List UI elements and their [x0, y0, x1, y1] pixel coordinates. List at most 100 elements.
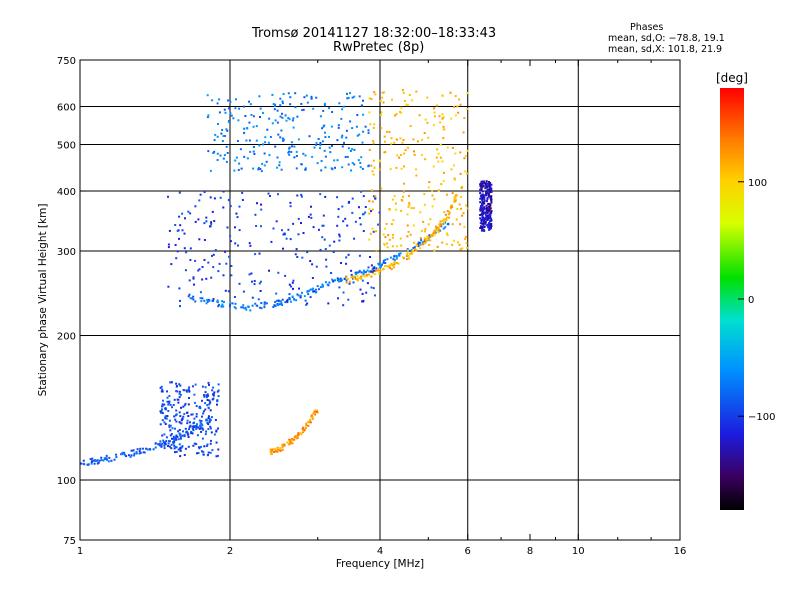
- echo-point: [182, 389, 185, 391]
- echo-point: [194, 401, 196, 404]
- echo-point: [152, 448, 155, 451]
- echo-point: [348, 282, 351, 285]
- echo-point: [464, 170, 467, 173]
- echo-point: [344, 217, 347, 220]
- echo-point: [259, 168, 262, 170]
- echo-point: [258, 252, 261, 255]
- echo-point: [410, 251, 413, 254]
- echo-point: [399, 252, 402, 255]
- echo-point: [424, 238, 427, 241]
- echo-point: [167, 246, 170, 249]
- echo-point: [283, 233, 286, 236]
- echo-point: [110, 459, 113, 462]
- echo-point: [106, 458, 108, 461]
- echo-point: [167, 195, 169, 198]
- colorbar-tick-label: −100: [748, 412, 775, 423]
- echo-point: [278, 161, 281, 164]
- echo-point: [277, 193, 279, 196]
- echo-point: [379, 266, 382, 269]
- echo-point: [376, 269, 379, 272]
- echo-point: [185, 389, 188, 392]
- echo-point: [310, 97, 313, 100]
- echo-point: [442, 125, 445, 128]
- echo-point: [330, 125, 333, 128]
- echo-point: [373, 269, 376, 272]
- echo-point: [235, 212, 238, 215]
- echo-point: [372, 230, 375, 233]
- echo-point: [377, 223, 379, 226]
- echo-point: [218, 303, 220, 306]
- echo-point: [319, 144, 322, 147]
- echo-point: [342, 291, 345, 294]
- echo-point: [271, 93, 274, 96]
- echo-point: [217, 270, 220, 273]
- echo-point: [258, 282, 261, 285]
- echo-point: [361, 213, 364, 216]
- x-tick-label: 2: [227, 546, 233, 557]
- echo-point: [465, 242, 468, 245]
- echo-point: [324, 281, 327, 284]
- echo-point: [302, 108, 305, 111]
- echo-point: [138, 450, 141, 452]
- echo-point: [459, 172, 462, 175]
- echo-point: [364, 125, 367, 128]
- echo-point: [209, 401, 212, 404]
- echo-point: [481, 222, 484, 225]
- echo-point: [163, 444, 166, 447]
- echo-point: [195, 428, 198, 430]
- echo-point: [146, 448, 149, 451]
- echo-point: [183, 412, 186, 415]
- echo-point: [419, 237, 422, 240]
- echo-point: [368, 238, 371, 241]
- echo-point: [482, 219, 485, 222]
- echo-point: [433, 198, 436, 201]
- echo-point: [406, 224, 409, 227]
- echo-point: [279, 449, 282, 452]
- echo-point: [92, 459, 95, 462]
- echo-point: [358, 217, 361, 220]
- echo-point: [209, 196, 212, 199]
- echo-point: [479, 183, 482, 186]
- echo-point: [349, 92, 351, 95]
- echo-point: [285, 237, 288, 240]
- echo-point: [370, 286, 373, 289]
- echo-point: [465, 235, 468, 238]
- echo-point: [484, 184, 487, 187]
- echo-point: [157, 443, 159, 446]
- x-tick-label: 6: [465, 546, 471, 557]
- x-axis-label: Frequency [MHz]: [336, 558, 424, 570]
- echo-point: [91, 460, 94, 463]
- echo-point: [387, 265, 390, 268]
- echo-point: [207, 261, 210, 264]
- echo-point: [437, 231, 440, 234]
- echo-point: [210, 221, 213, 224]
- echo-point: [195, 415, 198, 418]
- echo-point: [290, 300, 292, 303]
- echo-point: [193, 283, 195, 286]
- echo-point: [443, 128, 446, 131]
- echo-point: [373, 123, 376, 126]
- echo-point: [223, 108, 226, 111]
- echo-point: [341, 166, 344, 169]
- echo-point: [304, 154, 307, 157]
- echo-point: [197, 218, 200, 221]
- echo-point: [447, 223, 450, 226]
- echo-point: [195, 443, 198, 446]
- echo-point: [443, 211, 446, 214]
- echo-point: [401, 89, 404, 92]
- echo-point: [163, 433, 166, 436]
- echo-point: [446, 233, 449, 236]
- echo-point: [206, 399, 209, 401]
- echo-point: [336, 279, 339, 282]
- echo-point: [178, 443, 181, 446]
- echo-point: [100, 456, 103, 459]
- echo-point: [284, 301, 287, 304]
- echo-point: [481, 190, 484, 193]
- echo-point: [315, 291, 318, 294]
- echo-point: [441, 94, 444, 97]
- echo-point: [168, 445, 171, 448]
- echo-point: [243, 131, 246, 134]
- echo-point: [313, 146, 316, 149]
- echo-point: [197, 452, 200, 454]
- echo-point: [480, 225, 482, 228]
